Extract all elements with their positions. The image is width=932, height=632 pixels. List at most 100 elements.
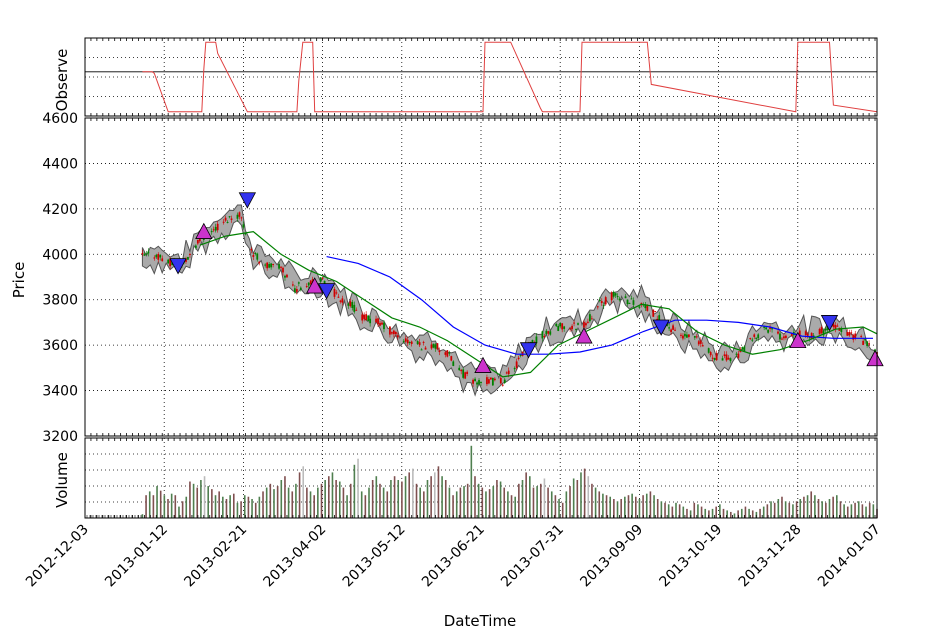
volume-bar — [265, 487, 268, 518]
candle-body — [519, 354, 522, 356]
candle-body — [604, 297, 607, 305]
volume-bar — [156, 486, 158, 518]
candle-body — [652, 309, 655, 317]
volume-bar — [719, 504, 721, 518]
x-tick-labels: 2012-12-03 2013-01-12 2013-02-21 2013-04-02… — [23, 522, 884, 591]
volume-bar — [766, 504, 769, 518]
candle-body — [224, 217, 227, 221]
sma-short-line — [199, 230, 878, 378]
candle-body — [446, 350, 449, 357]
candle-body — [226, 222, 229, 224]
candle-body — [779, 333, 781, 340]
observer-ticks — [84, 38, 876, 116]
volume-bar — [254, 502, 257, 518]
price-y-tick-labels: 3200 3400 3600 3800 4000 4200 4400 — [42, 156, 78, 445]
sell-marker — [820, 315, 839, 332]
candle-body — [765, 327, 768, 330]
volume-bar — [170, 493, 173, 518]
candle-body — [618, 298, 621, 301]
candle-body — [852, 334, 855, 340]
candle-body — [486, 377, 488, 385]
candle-body — [323, 280, 326, 284]
candle-body — [268, 264, 271, 268]
volume-bar — [550, 491, 553, 518]
buy-markers — [195, 222, 884, 373]
candle-body — [735, 353, 738, 355]
candle-body — [628, 302, 631, 304]
candle-body — [832, 323, 835, 327]
candle-body — [270, 263, 273, 268]
volume-bar — [602, 493, 604, 518]
candle-body — [583, 321, 585, 328]
volume-bar — [430, 476, 432, 518]
candle-body — [614, 293, 617, 296]
volume-bar — [664, 502, 666, 518]
volume-bar — [452, 495, 454, 518]
candle-body — [684, 333, 686, 337]
volume-bar — [371, 480, 374, 518]
volume-bar — [401, 481, 403, 518]
candle-body — [434, 344, 437, 349]
observer-frame — [84, 37, 878, 117]
candle-body — [549, 331, 552, 335]
sell-marker — [317, 283, 336, 300]
price-y-tick-label: 3200 — [42, 429, 78, 445]
candle-body — [630, 298, 633, 300]
volume-bar — [846, 506, 849, 518]
candle-body — [335, 292, 338, 294]
volume-bar — [192, 483, 195, 518]
volume-bar — [474, 476, 476, 518]
volume-bar — [561, 502, 564, 518]
candle-body — [258, 261, 261, 264]
candle-body — [535, 336, 538, 344]
buy-marker — [306, 277, 324, 294]
candle-body — [513, 368, 516, 370]
candle-body — [264, 264, 267, 266]
candle-body — [480, 381, 482, 383]
candle-body — [612, 291, 615, 297]
candle-body — [806, 334, 809, 336]
candle-body — [214, 226, 217, 231]
candle-body — [753, 334, 756, 337]
candle-body — [254, 253, 257, 255]
volume-bar — [148, 491, 151, 518]
volume-bar — [200, 480, 202, 518]
volume-bar — [616, 501, 619, 518]
candle-body — [559, 323, 562, 327]
candle-body — [458, 367, 461, 371]
candle-body — [860, 335, 863, 337]
candle-body — [563, 326, 566, 329]
volume-bar — [803, 496, 805, 518]
candle-body — [462, 369, 465, 378]
volume-bar — [792, 504, 794, 518]
candle-body — [741, 347, 744, 350]
candle-body — [616, 296, 619, 298]
candle-body — [286, 274, 288, 278]
volume-bar — [379, 483, 381, 518]
candle-body — [763, 326, 766, 328]
volume-bar — [335, 480, 337, 518]
volume-bar — [295, 483, 297, 518]
candle-body — [862, 340, 865, 345]
price-y-tick-label: 3600 — [42, 338, 78, 354]
candle-body — [452, 361, 455, 366]
candle-body — [725, 354, 728, 361]
candle-body — [589, 314, 591, 322]
candle-body — [155, 254, 158, 258]
candle-body — [737, 353, 740, 358]
volume-bar — [298, 472, 301, 518]
x-tick-label: 2013-04-02 — [261, 522, 330, 591]
candle-body — [555, 323, 558, 327]
candle-body — [804, 331, 807, 336]
volume-bar — [328, 476, 330, 518]
volume-bar — [492, 486, 495, 518]
volume-bar — [423, 491, 425, 518]
volume-bar — [704, 508, 707, 518]
volume-bar — [408, 472, 411, 518]
volume-bar — [441, 476, 443, 518]
volume-bar — [810, 491, 813, 518]
candle-body — [695, 336, 698, 338]
candle-body — [848, 331, 851, 336]
candle-body — [701, 345, 704, 347]
candle-body — [145, 253, 148, 255]
